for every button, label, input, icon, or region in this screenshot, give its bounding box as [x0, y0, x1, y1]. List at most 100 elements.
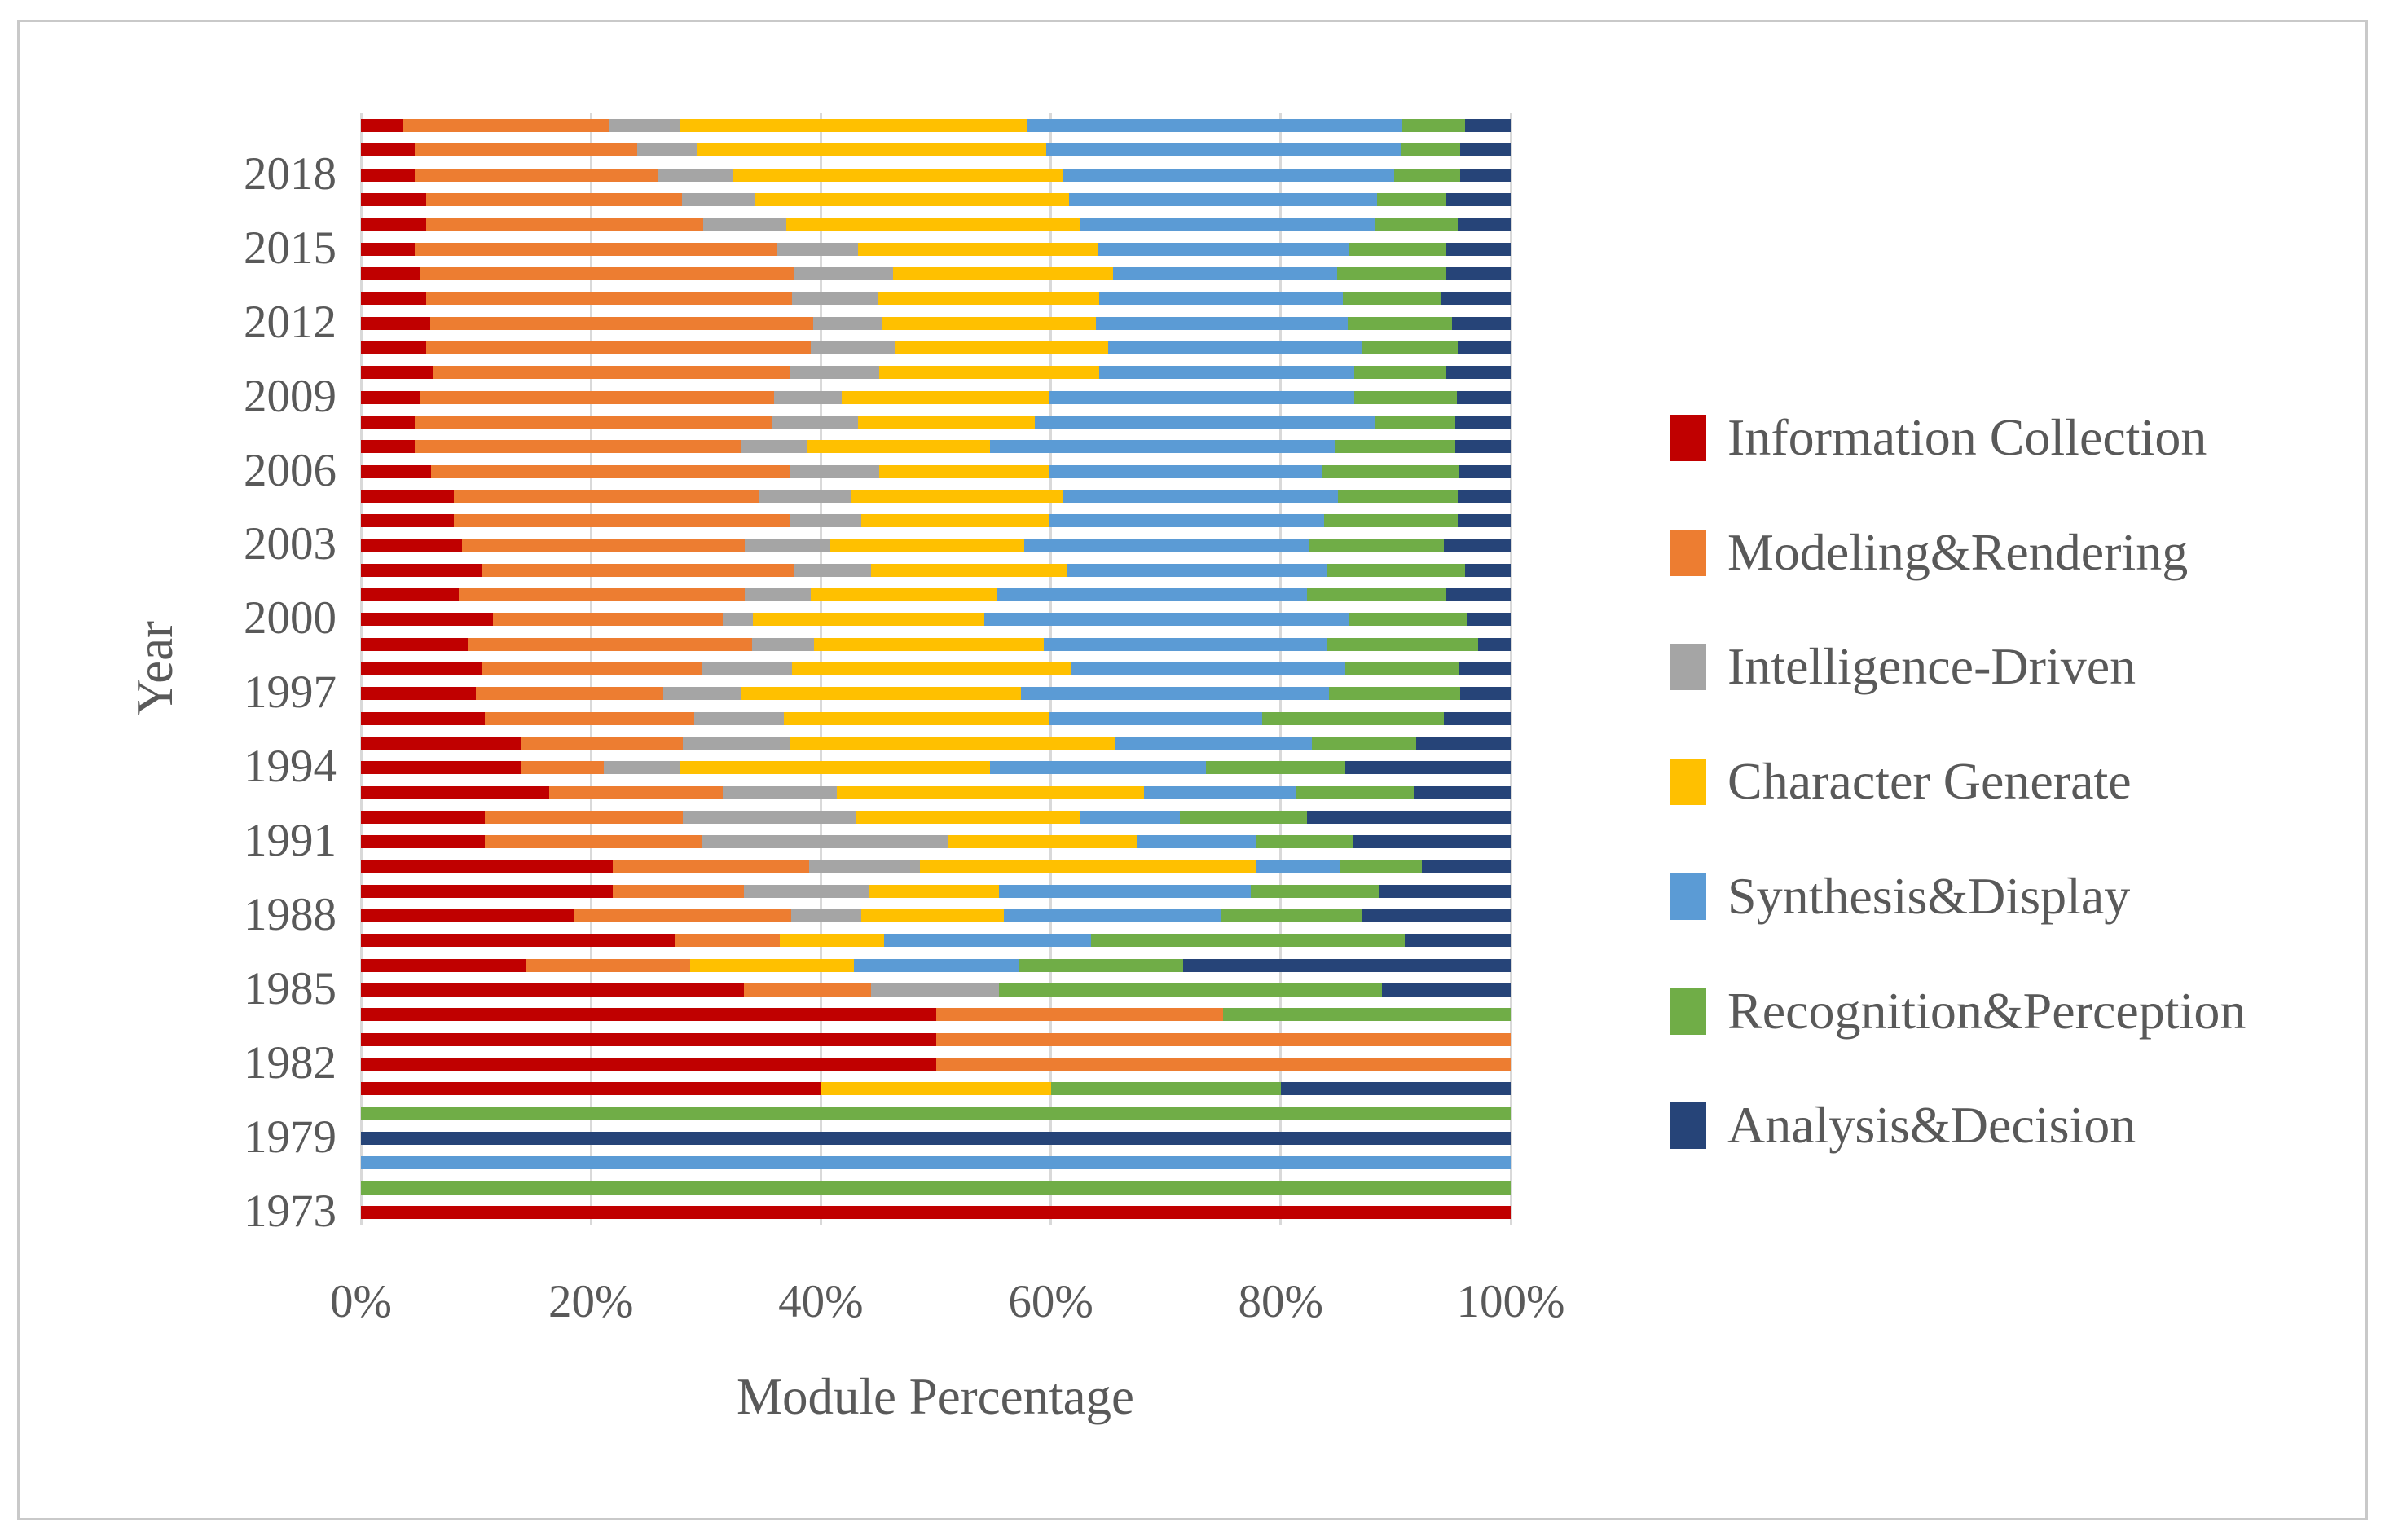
segment-Information Collection: [361, 785, 550, 799]
segment-Synthesis&Display: [1098, 292, 1343, 306]
segment-Recognition&Perception: [1338, 489, 1459, 503]
segment-Modeling&Rendering: [521, 736, 684, 750]
segment-Synthesis&Display: [1027, 119, 1402, 133]
segment-Analysis&Decision: [1459, 464, 1511, 478]
legend-label: Intelligence-Driven: [1727, 637, 2136, 696]
segment-Recognition&Perception: [1296, 785, 1415, 799]
segment-Analysis&Decision: [1467, 613, 1511, 627]
segment-Character Generate: [919, 860, 1257, 873]
segment-Intelligence-Driven: [809, 860, 920, 873]
segment-Intelligence-Driven: [777, 242, 858, 256]
segment-Modeling&Rendering: [431, 464, 790, 478]
bar-row-1979: [361, 1131, 1511, 1145]
segment-Modeling&Rendering: [415, 168, 658, 182]
bar-row-1991: [361, 835, 1511, 849]
segment-Recognition&Perception: [1324, 514, 1459, 528]
segment-Recognition&Perception: [1349, 242, 1446, 256]
segment-Modeling&Rendering: [426, 218, 704, 231]
segment-Modeling&Rendering: [458, 588, 746, 602]
segment-Recognition&Perception: [1377, 193, 1446, 207]
segment-Information Collection: [361, 835, 486, 849]
segment-Modeling&Rendering: [454, 489, 759, 503]
bar-row-1984: [361, 1008, 1511, 1022]
bar-row-2009: [361, 390, 1511, 404]
segment-Modeling&Rendering: [426, 193, 682, 207]
segment-Information Collection: [361, 464, 432, 478]
segment-Modeling&Rendering: [415, 242, 777, 256]
bar-row-2006: [361, 464, 1511, 478]
segment-Intelligence-Driven: [792, 292, 878, 306]
segment-Recognition&Perception: [1308, 539, 1445, 552]
segment-Information Collection: [361, 1082, 821, 1096]
segment-Analysis&Decision: [361, 1131, 1511, 1145]
gridline-100%: [1509, 113, 1512, 1225]
segment-Synthesis&Display: [1048, 390, 1355, 404]
segment-Recognition&Perception: [1329, 687, 1460, 701]
segment-Analysis&Decision: [1455, 440, 1511, 454]
segment-Information Collection: [361, 1008, 936, 1022]
segment-Recognition&Perception: [1322, 464, 1459, 478]
x-tick-label: 80%: [1238, 1276, 1324, 1327]
segment-Intelligence-Driven: [793, 267, 894, 281]
segment-Analysis&Decision: [1458, 218, 1511, 231]
x-tick-label: 40%: [778, 1276, 864, 1327]
bar-row-1999: [361, 637, 1511, 651]
segment-Information Collection: [361, 267, 421, 281]
x-tick-label: 60%: [1008, 1276, 1093, 1327]
segment-Character Generate: [948, 835, 1137, 849]
bar-row-2002: [361, 563, 1511, 577]
bar-row-1988: [361, 909, 1511, 923]
bar-row: [361, 1181, 1511, 1195]
segment-Synthesis&Display: [1003, 909, 1221, 923]
bar-row-1990: [361, 860, 1511, 873]
segment-Recognition&Perception: [1019, 958, 1183, 972]
bar-row-2012: [361, 316, 1511, 330]
segment-Synthesis&Display: [989, 761, 1207, 775]
segment-Recognition&Perception: [1311, 736, 1417, 750]
segment-Character Generate: [790, 736, 1115, 750]
segment-Modeling&Rendering: [476, 687, 664, 701]
segment-Character Generate: [679, 761, 990, 775]
segment-Character Generate: [753, 613, 984, 627]
segment-Character Generate: [784, 711, 1050, 725]
segment-Analysis&Decision: [1422, 860, 1511, 873]
segment-Intelligence-Driven: [741, 440, 807, 454]
segment-Analysis&Decision: [1446, 242, 1511, 256]
segment-Character Generate: [689, 958, 855, 972]
segment-Synthesis&Display: [1067, 563, 1327, 577]
segment-Recognition&Perception: [1354, 366, 1446, 380]
segment-Synthesis&Display: [1045, 143, 1401, 157]
segment-Recognition&Perception: [1223, 1008, 1511, 1022]
y-tick-label: 1985: [244, 963, 337, 1015]
segment-Analysis&Decision: [1280, 1082, 1511, 1096]
segment-Recognition&Perception: [1335, 440, 1456, 454]
segment-Information Collection: [361, 168, 416, 182]
segment-Information Collection: [361, 440, 416, 454]
segment-Synthesis&Display: [1079, 810, 1180, 824]
x-tick-label: 100%: [1456, 1276, 1565, 1327]
segment-Intelligence-Driven: [871, 983, 1000, 997]
segment-Intelligence-Driven: [790, 514, 861, 528]
segment-Information Collection: [361, 934, 675, 948]
segment-Recognition&Perception: [1344, 662, 1459, 675]
segment-Synthesis&Display: [1112, 267, 1337, 281]
segment-Synthesis&Display: [1044, 637, 1327, 651]
segment-Character Generate: [829, 539, 1025, 552]
segment-Synthesis&Display: [999, 884, 1252, 898]
legend-label: Modeling&Rendering: [1727, 522, 2189, 581]
segment-Character Generate: [857, 415, 1035, 429]
segment-Character Generate: [821, 1082, 1051, 1096]
segment-Recognition&Perception: [999, 983, 1382, 997]
legend-swatch-icon: [1670, 988, 1706, 1035]
segment-Character Generate: [895, 341, 1109, 354]
legend-label: Information Collection: [1727, 408, 2207, 466]
segment-Recognition&Perception: [1251, 884, 1379, 898]
bar-row-2013: [361, 292, 1511, 306]
segment-Analysis&Decision: [1452, 316, 1511, 330]
segment-Analysis&Decision: [1455, 415, 1511, 429]
segment-Recognition&Perception: [1401, 119, 1465, 133]
segment-Modeling&Rendering: [493, 613, 724, 627]
x-tick-label: 0%: [330, 1276, 392, 1327]
segment-Synthesis&Display: [1098, 242, 1350, 256]
